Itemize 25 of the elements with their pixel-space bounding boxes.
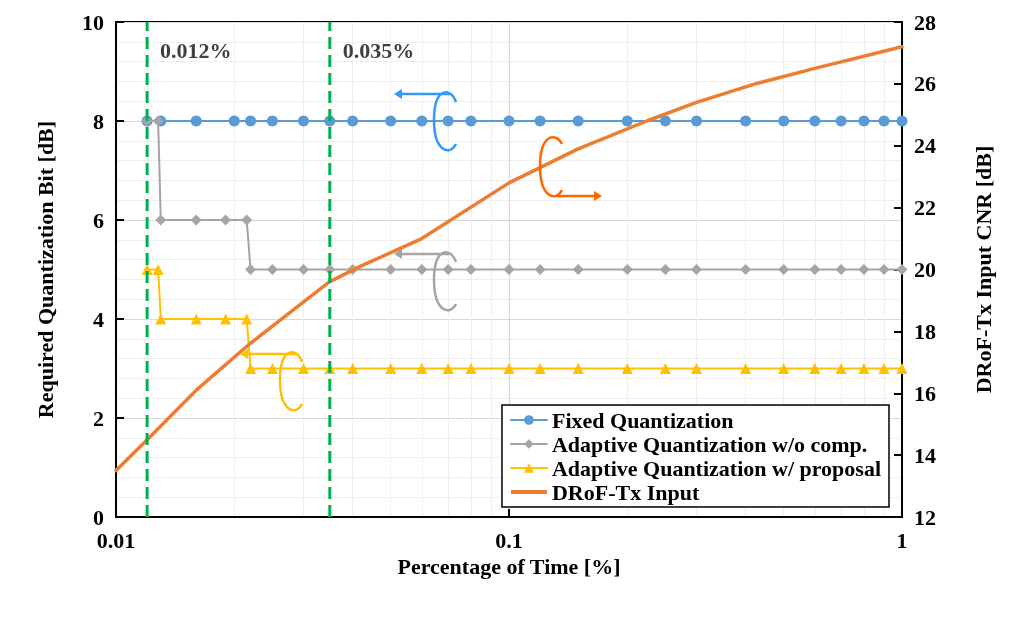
y-tick-label: 8 [93,108,104,134]
legend-label: Adaptive Quantization w/o comp. [551,431,868,457]
y2-tick-label: 16 [914,380,936,406]
y-tick-label: 2 [93,405,104,431]
y2-tick-label: 28 [914,9,936,35]
y-tick-label: 4 [93,306,104,332]
y-tick-label: 0 [93,504,104,530]
y2-tick-label: 22 [914,195,936,221]
x-axis-title: Percentage of Time [%] [397,554,621,580]
y2-tick-label: 12 [914,504,936,530]
y2-tick-label: 20 [914,257,936,282]
ref-line-label: 0.012% [160,37,232,63]
y2-tick-label: 14 [914,442,936,468]
x-tick-label: 1 [896,527,908,553]
y2-tick-label: 26 [914,71,936,97]
y2-tick-label: 18 [914,318,936,344]
y-tick-label: 10 [82,9,104,35]
x-tick-label: 0.1 [495,527,523,553]
x-tick-label: 0.01 [96,527,136,553]
y-tick-label: 6 [93,207,104,233]
y2-tick-label: 24 [914,133,936,159]
y2-axis-title: DRoF-Tx Input CNR [dB] [970,145,996,394]
ref-line-label: 0.035% [342,37,415,63]
y-axis-title: Required Quantization Bit [dB] [32,120,58,419]
legend-label: Fixed Quantization [551,407,734,433]
